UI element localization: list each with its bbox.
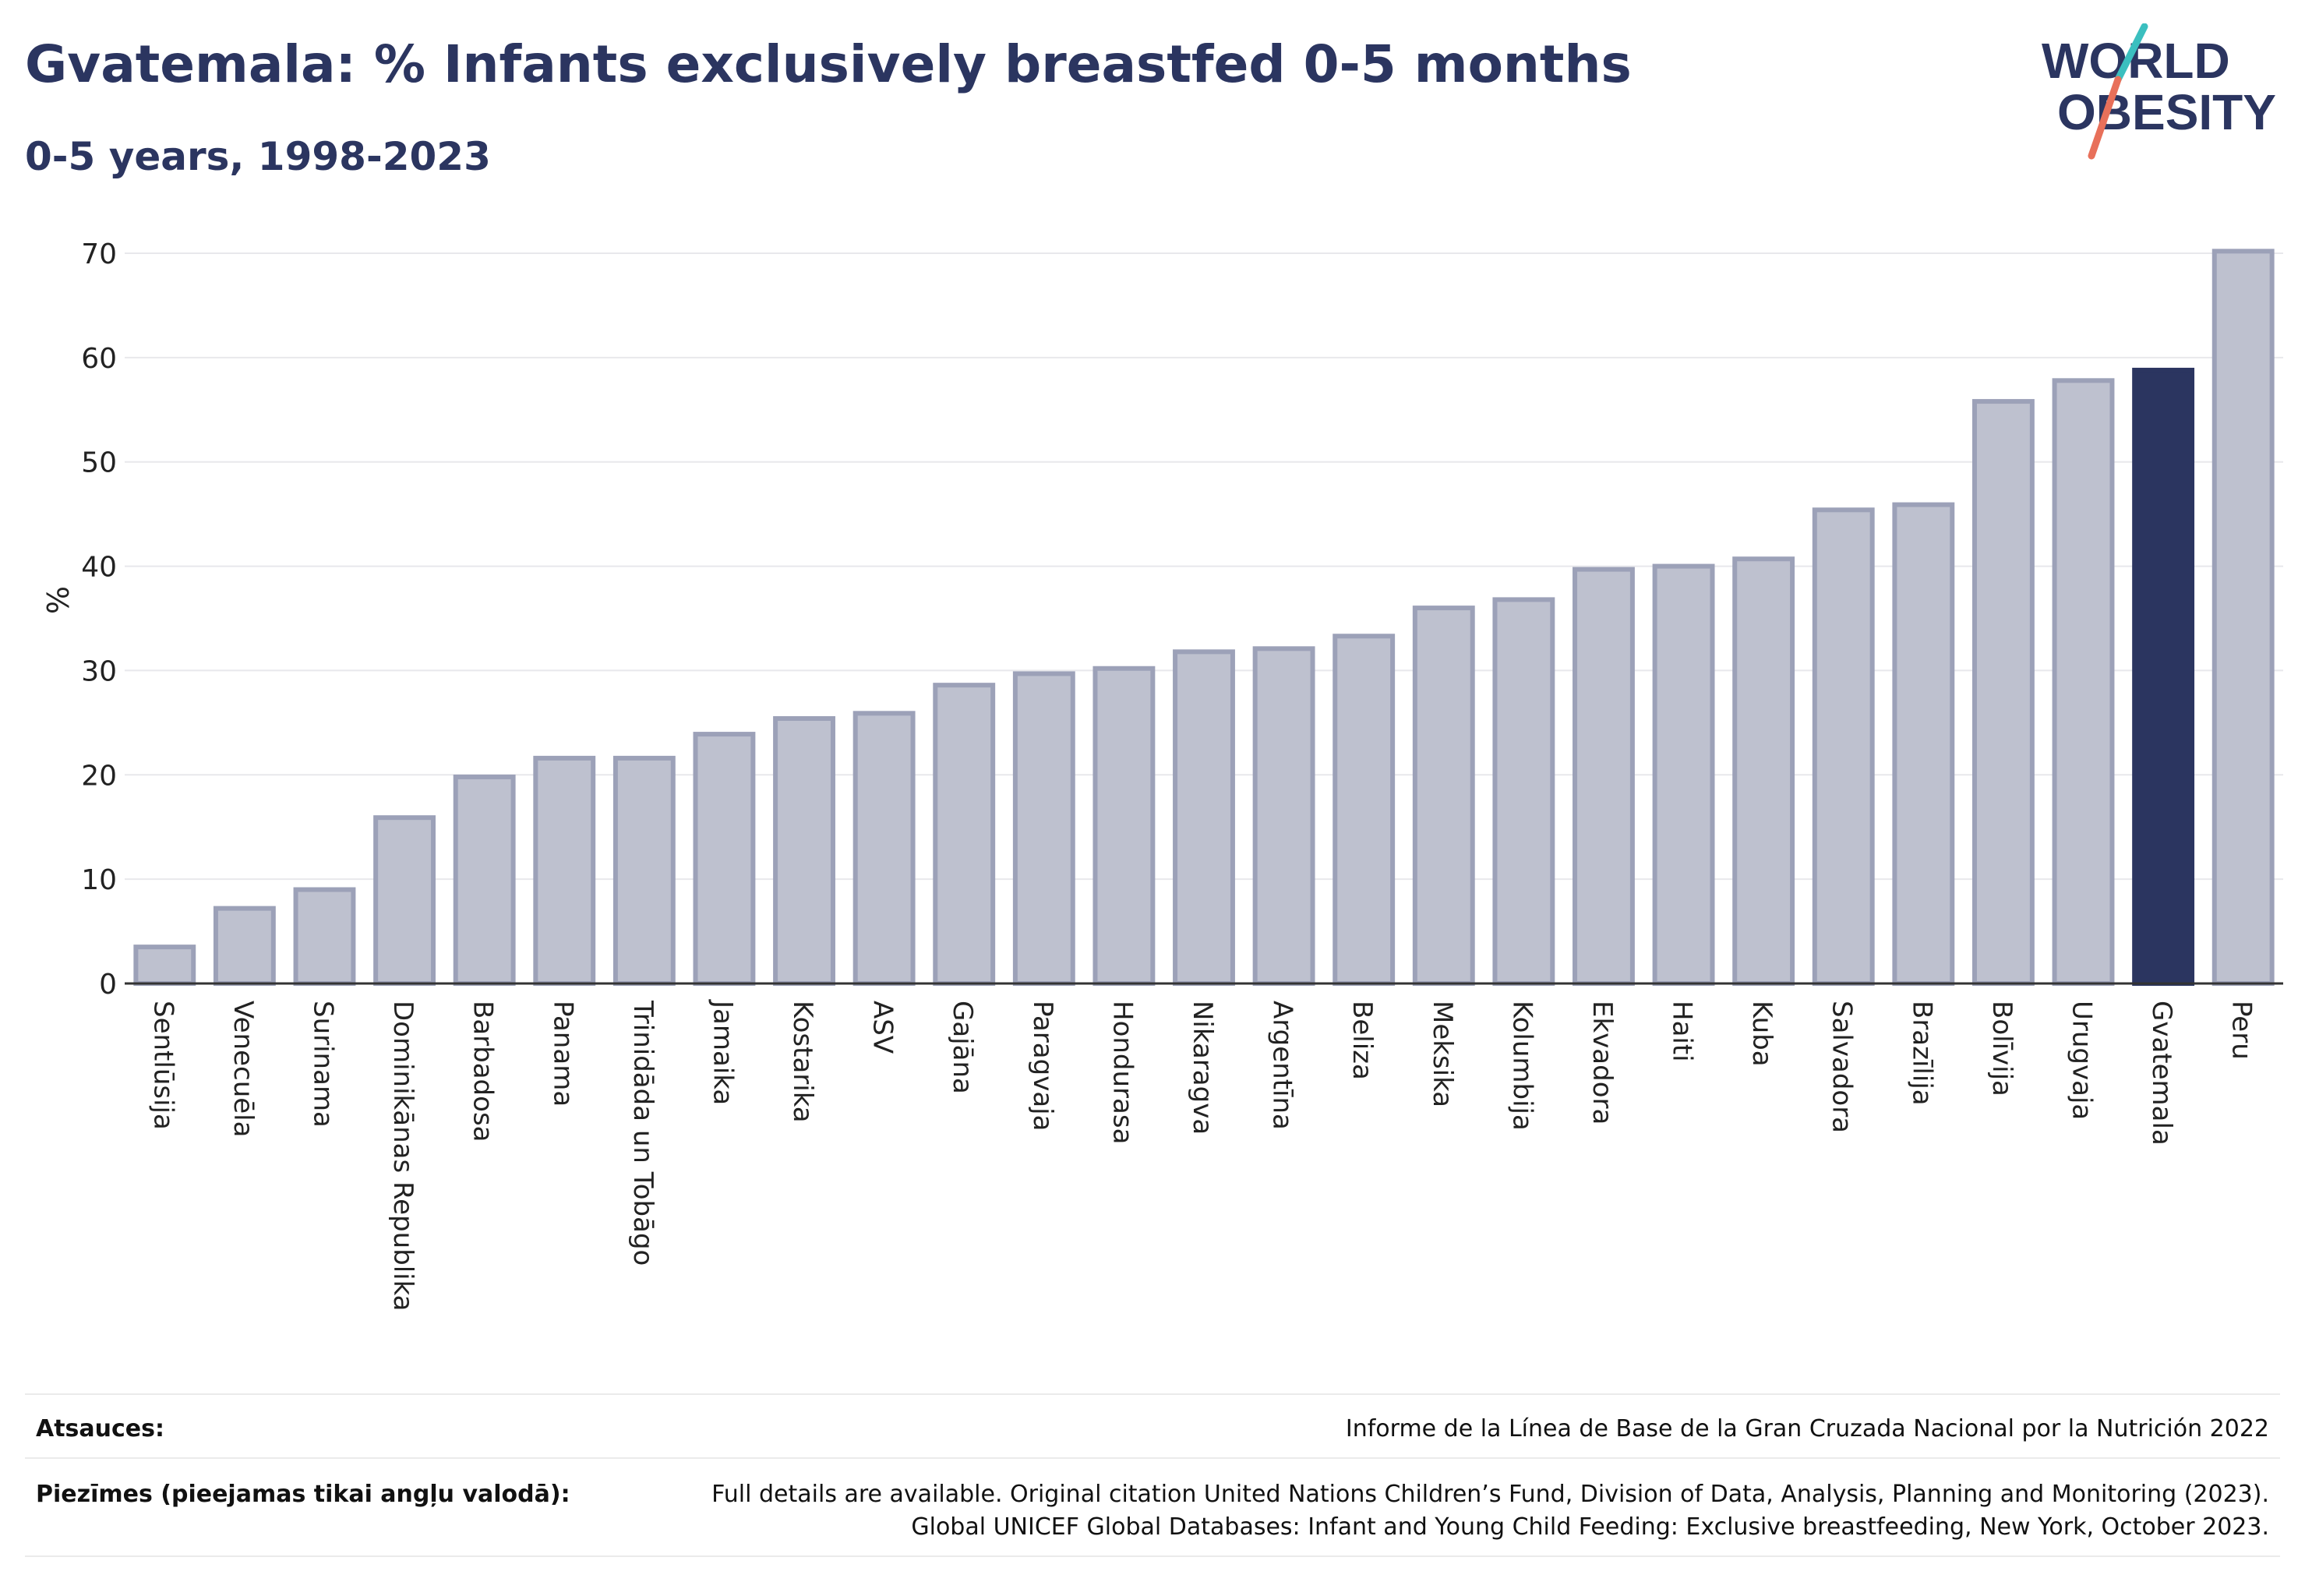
notes-label: Piezīmes (pieejamas tikai angļu valodā): — [36, 1481, 570, 1508]
x-tick-label: Argentīna — [1267, 1001, 1298, 1130]
x-tick-label: Salvadora — [1827, 1001, 1858, 1133]
footer-divider-bottom — [25, 1555, 2280, 1557]
logo-slash-teal — [2114, 23, 2148, 83]
x-tick-label: Ekvadora — [1587, 1001, 1618, 1125]
x-tick-label: Beliza — [1347, 1001, 1378, 1080]
x-tick-label: Urugvaja — [2067, 1001, 2098, 1120]
x-tick-label: Nikaragva — [1187, 1001, 1218, 1135]
y-tick-label: 60 — [81, 343, 117, 375]
x-tick-label: Venecuēla — [228, 1001, 259, 1137]
notes-line-2: Global UNICEF Global Databases: Infant a… — [911, 1513, 2269, 1541]
x-tick-label: Haiti — [1667, 1001, 1698, 1062]
bar-Sentlūsija — [133, 945, 196, 987]
notes-line-1: Full details are available. Original cit… — [711, 1481, 2269, 1508]
bar-Surinama — [293, 887, 356, 986]
bar-Dominikānas Republika — [373, 815, 436, 986]
footer-divider-middle — [25, 1457, 2280, 1459]
bar-Barbadosa — [453, 774, 516, 986]
x-tick-label: Hondurasa — [1107, 1001, 1138, 1144]
bar-ASV — [852, 711, 916, 986]
x-tick-label: ASV — [867, 1001, 898, 1054]
bar-Haiti — [1652, 563, 1715, 986]
bar-Hondurasa — [1092, 666, 1156, 986]
bar-Kostarika — [773, 716, 835, 986]
y-tick-label: 20 — [81, 760, 117, 792]
y-axis-label: % — [40, 586, 74, 614]
footer-divider-top — [25, 1393, 2280, 1395]
bar-Nikaragva — [1173, 649, 1235, 986]
bar-Bolīvija — [1971, 399, 2035, 986]
y-tick-label: 50 — [81, 447, 117, 479]
bar-Trinidāda un Tobāgo — [612, 755, 676, 987]
x-tick-label: Jamaika — [707, 999, 738, 1105]
logo-slash-coral — [2088, 76, 2122, 160]
y-tick-label: 0 — [99, 969, 117, 1001]
sources-label: Atsauces: — [36, 1415, 164, 1442]
y-axis-ticks: 0 10 20 30 40 50 60 70 — [81, 238, 117, 1001]
bar-Argentīna — [1252, 646, 1315, 986]
x-tick-label: Paragvaja — [1027, 1001, 1058, 1131]
bar-Urugvaja — [2052, 378, 2115, 986]
bar-Gvatemala — [2132, 367, 2195, 987]
bar-Ekvadora — [1573, 567, 1635, 986]
bar-Panama — [533, 755, 596, 987]
bars — [133, 249, 2275, 987]
y-tick-label: 10 — [81, 864, 117, 896]
x-tick-label: Panama — [547, 1001, 578, 1107]
bar-Jamaika — [693, 732, 756, 986]
bar-Kolumbija — [1492, 597, 1555, 986]
bar-Brazīlija — [1892, 502, 1955, 986]
x-tick-label: Kolumbija — [1506, 1001, 1537, 1131]
chart-subtitle: 0-5 years, 1998-2023 — [25, 134, 491, 179]
x-tick-label: Kostarika — [787, 1001, 818, 1123]
sources-text: Informe de la Línea de Base de la Gran C… — [1345, 1415, 2269, 1442]
bar-Kuba — [1732, 556, 1795, 986]
x-tick-label: Dominikānas Republika — [387, 1001, 418, 1312]
bar-Salvadora — [1812, 507, 1875, 986]
y-tick-label: 30 — [81, 655, 117, 687]
bar-chart: 0 10 20 30 40 50 60 70 % Sentlūsija Venecuēla Sur… — [40, 238, 2283, 1312]
world-obesity-logo: WORLD OBESITY — [2042, 23, 2276, 160]
bar-Peru — [2211, 249, 2275, 986]
bar-Gajāna — [933, 683, 996, 986]
x-tick-label: Barbadosa — [468, 1001, 499, 1142]
chart-title: Gvatemala: % Infants exclusively breastf… — [25, 34, 1632, 94]
x-tick-label: Surinama — [307, 1001, 338, 1128]
x-tick-label: Bolīvija — [1986, 1001, 2017, 1096]
y-tick-label: 40 — [81, 552, 117, 584]
x-tick-label: Gajāna — [947, 1001, 978, 1094]
x-tick-label: Kuba — [1746, 1001, 1777, 1067]
bar-Meksika — [1412, 606, 1475, 986]
x-tick-label: Trinidāda un Tobāgo — [627, 1000, 658, 1266]
bar-Paragvaja — [1012, 671, 1075, 986]
bar-Venecuēla — [213, 906, 276, 986]
x-tick-label: Peru — [2226, 1001, 2257, 1060]
bar-Beliza — [1333, 634, 1396, 987]
x-tick-label: Sentlūsija — [147, 1001, 178, 1130]
logo-text-obesity: OBESITY — [2057, 84, 2276, 140]
y-tick-label: 70 — [81, 238, 117, 270]
x-axis-tick-labels: Sentlūsija Venecuēla Surinama Dominikānas R… — [147, 999, 2257, 1312]
x-tick-label: Meksika — [1427, 1001, 1458, 1107]
x-tick-label: Gvatemala — [2146, 1001, 2177, 1146]
x-tick-label: Brazīlija — [1906, 1001, 1937, 1106]
